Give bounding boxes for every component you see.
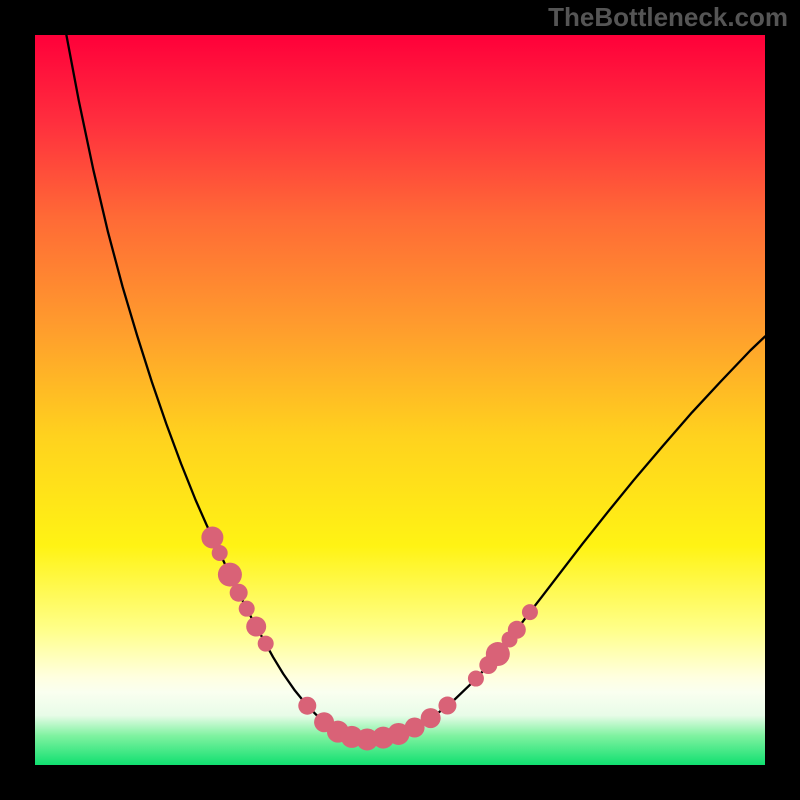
data-marker <box>298 697 316 715</box>
curve-left <box>66 35 367 739</box>
plot-area <box>35 35 765 765</box>
data-marker <box>468 671 484 687</box>
data-marker <box>218 563 242 587</box>
data-marker <box>522 604 538 620</box>
data-marker <box>421 708 441 728</box>
curve-right <box>367 336 765 739</box>
data-marker <box>508 621 526 639</box>
data-marker <box>246 617 266 637</box>
chart-svg <box>35 35 765 765</box>
data-marker <box>438 697 456 715</box>
data-marker <box>212 545 228 561</box>
data-marker <box>239 601 255 617</box>
data-marker <box>258 636 274 652</box>
watermark-text: TheBottleneck.com <box>548 2 788 33</box>
data-marker <box>230 584 248 602</box>
